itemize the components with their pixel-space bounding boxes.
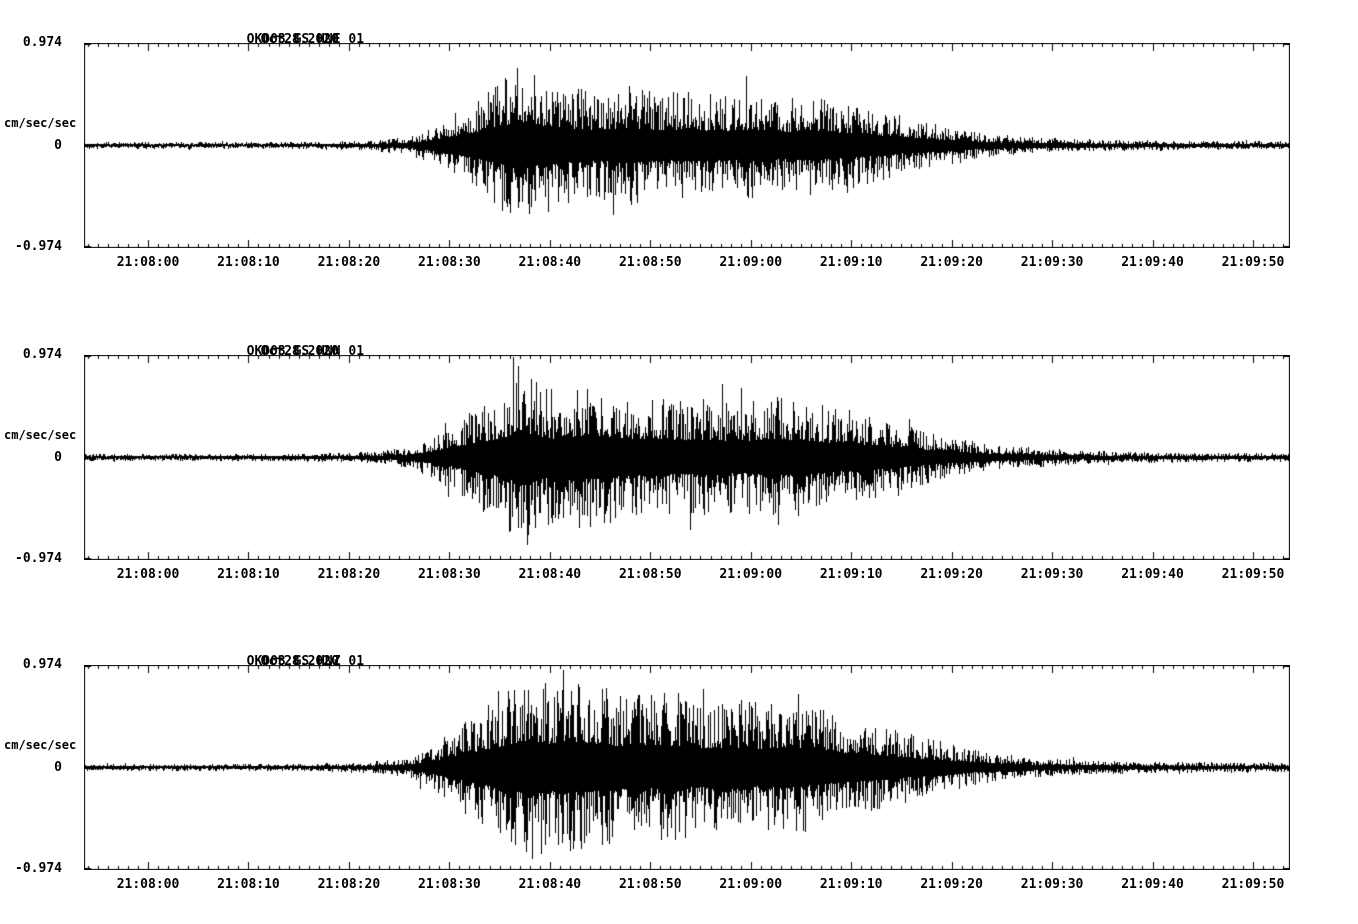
x-tick-label: 21:09:20 [920, 567, 983, 582]
x-tick-label: 21:09:20 [920, 255, 983, 270]
x-tick-label: 21:08:50 [618, 877, 682, 892]
y-axis-min-label: -0.974 [15, 861, 62, 876]
x-tick-label: 21:09:40 [1121, 567, 1184, 582]
x-tick-label: 21:09:30 [1020, 567, 1084, 582]
x-tick-label: 21:08:00 [116, 567, 180, 582]
x-tick-label: 21:09:50 [1221, 877, 1285, 892]
x-tick-label: 21:08:10 [217, 567, 280, 582]
x-tick-label: 21:08:20 [317, 255, 381, 270]
y-axis-zero-label: 0 [54, 449, 62, 465]
y-axis-zero-label: 0 [54, 759, 62, 775]
waveform-canvas [84, 43, 1290, 248]
x-tick-label: 21:08:10 [217, 877, 280, 892]
x-tick-label: 21:09:00 [719, 567, 783, 582]
x-tick-label: 21:08:40 [518, 567, 582, 582]
x-tick-label: 21:08:30 [418, 877, 481, 892]
y-axis-unit-label: cm/sec/sec [4, 115, 77, 130]
x-tick-label: 21:09:30 [1020, 255, 1084, 270]
x-tick-label: 21:09:10 [819, 877, 883, 892]
x-tick-label: 21:09:00 [719, 255, 783, 270]
x-tick-label: 21:08:30 [418, 255, 481, 270]
waveform-canvas [84, 355, 1290, 560]
y-axis-unit-label: cm/sec/sec [4, 427, 77, 442]
x-tick-label: 21:08:10 [217, 255, 280, 270]
x-tick-label: 21:08:50 [618, 567, 682, 582]
x-tick-label: 21:09:00 [719, 877, 783, 892]
y-axis-max-label: 0.974 [22, 657, 62, 672]
x-tick-label: 21:09:40 [1121, 255, 1184, 270]
y-axis-zero-label: 0 [54, 137, 62, 153]
waveform-canvas [84, 665, 1290, 870]
x-tick-label: 21:08:20 [317, 877, 381, 892]
x-tick-label: 21:09:40 [1121, 877, 1184, 892]
x-tick-label: 21:08:30 [418, 567, 481, 582]
x-tick-label: 21:09:20 [920, 877, 983, 892]
y-axis-max-label: 0.974 [22, 35, 62, 50]
y-axis-min-label: -0.974 [15, 551, 62, 566]
x-tick-label: 21:09:30 [1020, 877, 1084, 892]
x-tick-label: 21:08:50 [618, 255, 682, 270]
x-tick-label: 21:08:40 [518, 877, 582, 892]
x-tick-label: 21:09:10 [819, 567, 883, 582]
y-axis-min-label: -0.974 [15, 239, 62, 254]
x-tick-label: 21:09:50 [1221, 255, 1285, 270]
x-tick-label: 21:08:20 [317, 567, 381, 582]
y-axis-max-label: 0.974 [22, 347, 62, 362]
x-tick-label: 21:08:00 [116, 255, 180, 270]
x-tick-label: 21:08:40 [518, 255, 582, 270]
y-axis-unit-label: cm/sec/sec [4, 737, 77, 752]
x-tick-label: 21:09:10 [819, 255, 883, 270]
x-tick-label: 21:09:50 [1221, 567, 1285, 582]
x-tick-label: 21:08:00 [116, 877, 180, 892]
